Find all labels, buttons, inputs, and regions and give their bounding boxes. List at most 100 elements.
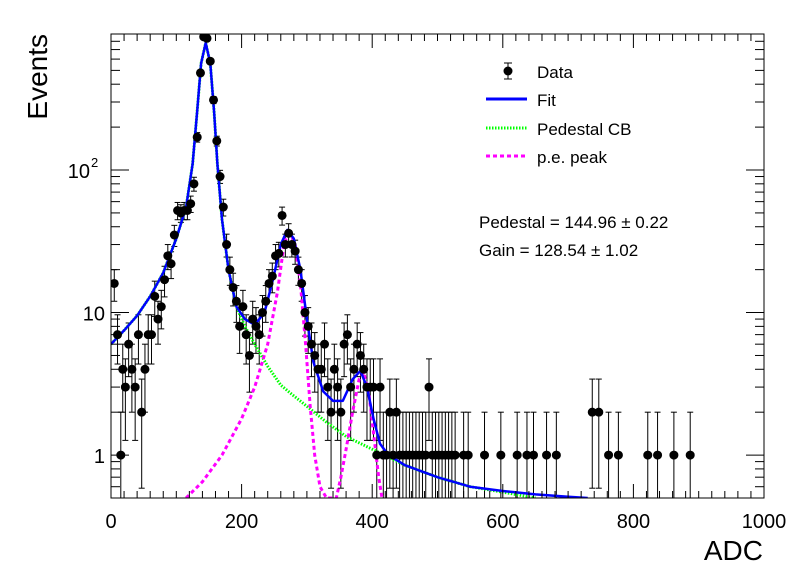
data-point (310, 350, 320, 360)
legend-label-pe-peak: p.e. peak (537, 148, 607, 167)
x-tick-label: 600 (486, 511, 519, 533)
y-axis-label: Events (22, 34, 53, 120)
data-point (421, 450, 431, 460)
data-point (613, 450, 623, 460)
data-point (372, 450, 382, 460)
data-point (241, 330, 251, 340)
y-tick-label-exponent: 2 (91, 155, 98, 170)
annotation-pedestal: Pedestal = 144.96 ± 0.22 (479, 213, 668, 232)
data-point (254, 330, 264, 340)
y-tick-label: 10 (68, 161, 90, 183)
data-point (160, 275, 170, 285)
data-point (551, 450, 561, 460)
data-point (326, 407, 336, 417)
data-point (280, 240, 290, 250)
data-point (267, 271, 277, 281)
data-point (424, 382, 434, 392)
data-point (231, 296, 241, 306)
data-point (323, 382, 333, 392)
data-point (480, 450, 490, 460)
data-point (202, 34, 212, 43)
data-point (333, 382, 343, 392)
data-point (140, 364, 150, 374)
data-point (195, 68, 205, 78)
data-point (385, 407, 395, 417)
data-point (238, 302, 248, 312)
data-point (587, 407, 597, 417)
data-point (653, 450, 663, 460)
data-point (222, 240, 232, 250)
data-point (274, 248, 284, 258)
data-point (169, 230, 179, 240)
x-tick-label: 800 (617, 511, 650, 533)
data-point (297, 278, 307, 288)
data-point (277, 210, 287, 220)
data-point (111, 278, 119, 288)
data-point (130, 382, 140, 392)
data-point (329, 364, 339, 374)
data-point (215, 172, 225, 182)
data-point (235, 321, 245, 331)
data-point (146, 330, 156, 340)
legend-data-marker (503, 66, 513, 76)
data-point (290, 246, 300, 256)
data-point (512, 450, 522, 460)
data-point (496, 450, 506, 460)
data-point (522, 450, 532, 460)
data-point (349, 364, 359, 374)
data-point (284, 228, 294, 238)
annotation-gain: Gain = 128.54 ± 1.02 (479, 241, 638, 260)
data-point (261, 296, 271, 306)
data-point (339, 339, 349, 349)
data-point (303, 321, 313, 331)
legend-label-data: Data (537, 63, 573, 82)
data-point (212, 136, 222, 146)
data-point (594, 407, 604, 417)
data-point (248, 314, 258, 324)
data-point (306, 339, 316, 349)
data-point (342, 330, 352, 340)
legend-entry-pe-peak: p.e. peak (486, 148, 607, 167)
data-point (225, 265, 235, 275)
data-point (293, 265, 303, 275)
data-point (218, 202, 228, 212)
data-point (542, 450, 552, 460)
data-point (133, 330, 143, 340)
data-point (528, 450, 538, 460)
data-point (463, 450, 473, 460)
legend: Data Fit Pedestal CB p.e. peak (486, 62, 632, 167)
data-point (182, 205, 192, 215)
data-point (359, 364, 369, 374)
data-point (150, 291, 160, 301)
data-point (352, 339, 362, 349)
x-axis-label: ADC (704, 535, 763, 566)
legend-entry-pedestal-cb: Pedestal CB (486, 120, 632, 139)
legend-entry-data: Data (503, 62, 573, 82)
data-point (120, 382, 130, 392)
data-point (336, 407, 346, 417)
data-point (388, 450, 398, 460)
x-tick-label: 1000 (742, 511, 787, 533)
data-point (137, 407, 147, 417)
data-point (118, 364, 128, 374)
data-point (375, 382, 385, 392)
data-point (153, 314, 163, 324)
data-point (450, 450, 460, 460)
data-point (346, 382, 356, 392)
legend-label-pedestal-cb: Pedestal CB (537, 120, 632, 139)
x-tick-label: 400 (356, 511, 389, 533)
y-tick-label: 1 (94, 446, 105, 468)
legend-entry-fit: Fit (486, 91, 556, 110)
data-point (604, 450, 614, 460)
data-point (127, 364, 137, 374)
legend-label-fit: Fit (537, 91, 556, 110)
data-point (189, 179, 199, 189)
data-point (320, 339, 330, 349)
data-point (643, 450, 653, 460)
data-point (228, 282, 238, 292)
data-point (264, 278, 274, 288)
data-point (685, 450, 695, 460)
